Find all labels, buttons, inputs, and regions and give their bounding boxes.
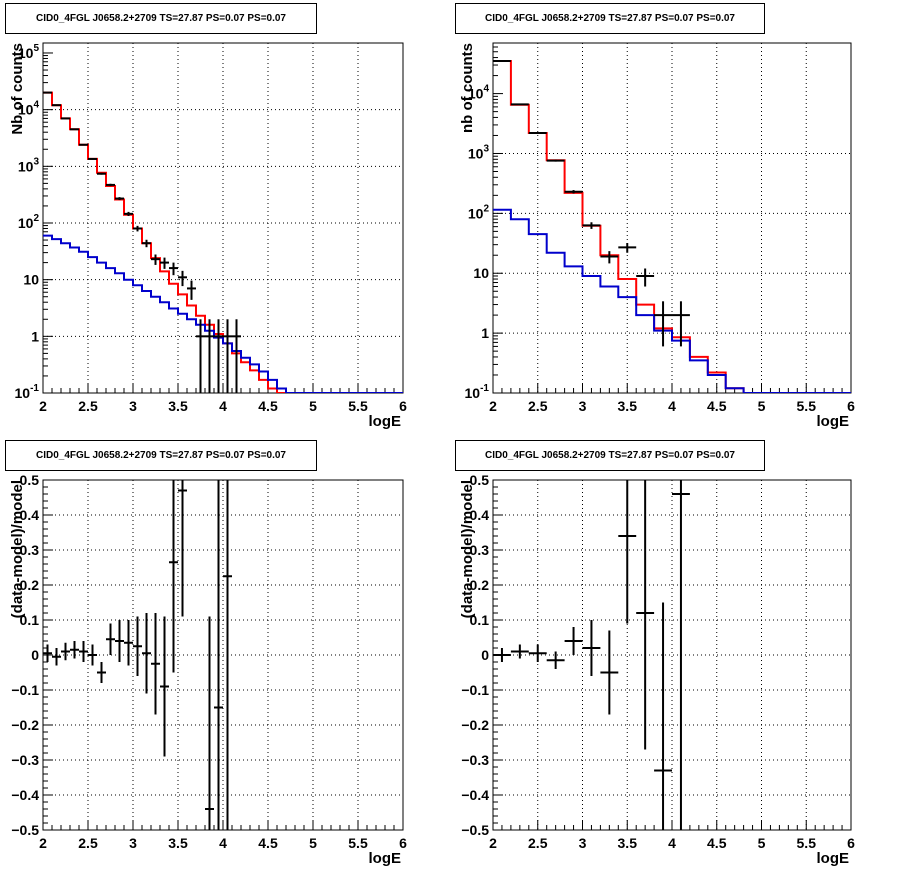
- counts-chart: 2 2.5 3 3.5 4 4.5 5 5.5 6 10-1 1 10 102 103 104 logE nb …: [459, 42, 855, 430]
- y-tick-label: 0.1: [20, 612, 40, 628]
- x-tick-label: 3: [579, 835, 587, 851]
- plot-area: [43, 480, 232, 830]
- pad-title: CID0_4FGL J0658.2+2709 TS=27.87 PS=0.07 …: [5, 440, 317, 471]
- y-tick-label: 102: [468, 203, 490, 221]
- y-tick-label: 10-1: [15, 383, 40, 401]
- x-tick-label: 2: [39, 835, 47, 851]
- y-tick-label: 10: [23, 272, 39, 288]
- y-tick-label: −0.2: [11, 717, 39, 733]
- y-tick-label: 0.2: [20, 577, 40, 593]
- x-tick-label: 6: [399, 835, 407, 851]
- residual-chart: 2 2.5 3 3.5 4 4.5 5 5.5 6 −0.5 −0.4 −0.3 −0.2 −0.1 0 0.…: [9, 472, 407, 867]
- y-tick-label: 0.4: [20, 507, 40, 523]
- residual-chart: 2 2.5 3 3.5 4 4.5 5 5.5 6 −0.5 −0.4 −0.3 −0.2 −0.1 0 0.…: [459, 472, 855, 867]
- pad-top-left: 2 2.5 3 3.5 4 4.5 5 5.5 6 10-1 1 10 102 103 104 105 logE…: [0, 0, 449, 437]
- x-axis-title: logE: [817, 850, 850, 867]
- x-tick-label: 2: [489, 398, 497, 414]
- y-tick-label: −0.5: [461, 822, 489, 838]
- y-tick-label: 105: [18, 43, 40, 61]
- x-tick-label: 5.5: [797, 398, 817, 414]
- x-tick-label: 5.5: [348, 398, 368, 414]
- pad-title: CID0_4FGL J0658.2+2709 TS=27.87 PS=0.07 …: [455, 3, 765, 34]
- y-axis-title: (data-model)/model: [9, 480, 26, 618]
- pad-bottom-right: 2 2.5 3 3.5 4 4.5 5 5.5 6 −0.5 −0.4 −0.3 −0.2 −0.1 0 0.…: [449, 437, 898, 875]
- y-tick-label: −0.5: [11, 822, 39, 838]
- x-tick-label: 2: [39, 398, 47, 414]
- x-tick-label: 3: [579, 398, 587, 414]
- x-tick-label: 6: [399, 398, 407, 414]
- y-tick-label: 0.4: [470, 507, 490, 523]
- y-tick-label: 0.2: [470, 577, 490, 593]
- x-tick-label: 4.5: [707, 835, 727, 851]
- y-tick-label: 10: [473, 265, 489, 281]
- y-axis-title: nb of counts: [459, 43, 476, 133]
- x-tick-label: 5: [309, 398, 317, 414]
- x-tick-label: 4: [219, 398, 227, 414]
- plot-area: [493, 480, 690, 830]
- pad-title: CID0_4FGL J0658.2+2709 TS=27.87 PS=0.07 …: [5, 3, 317, 34]
- plot-area: [493, 60, 851, 393]
- y-tick-label: −0.4: [11, 787, 39, 803]
- y-tick-label: 1: [31, 328, 39, 344]
- x-tick-label: 2.5: [78, 835, 98, 851]
- x-tick-label: 4.5: [258, 398, 278, 414]
- x-tick-label: 6: [847, 835, 855, 851]
- x-tick-label: 3.5: [618, 835, 638, 851]
- y-tick-label: 103: [468, 143, 490, 161]
- x-tick-label: 2.5: [78, 398, 98, 414]
- x-tick-label: 5.5: [797, 835, 817, 851]
- y-tick-label: 0.5: [20, 472, 40, 488]
- y-tick-label: 1: [481, 325, 489, 341]
- y-tick-label: 0.3: [470, 542, 490, 558]
- x-tick-label: 2.5: [528, 398, 548, 414]
- y-tick-label: 103: [18, 156, 40, 174]
- y-tick-label: 10-1: [465, 383, 490, 401]
- x-tick-label: 3: [129, 398, 137, 414]
- x-tick-label: 3.5: [168, 398, 188, 414]
- x-tick-label: 4: [219, 835, 227, 851]
- y-tick-label: −0.3: [11, 752, 39, 768]
- x-tick-label: 4: [668, 835, 676, 851]
- y-tick-label: −0.2: [461, 717, 489, 733]
- y-axis-title: (data-model)/model: [459, 480, 476, 618]
- x-tick-label: 3.5: [618, 398, 638, 414]
- x-tick-label: 5.5: [348, 835, 368, 851]
- pad-title: CID0_4FGL J0658.2+2709 TS=27.87 PS=0.07 …: [455, 440, 765, 471]
- x-tick-label: 5: [758, 398, 766, 414]
- y-tick-label: 104: [468, 84, 490, 102]
- x-tick-label: 5: [758, 835, 766, 851]
- x-axis-title: logE: [369, 850, 402, 867]
- histogram-series: [493, 60, 851, 393]
- x-tick-label: 3.5: [168, 835, 188, 851]
- x-tick-label: 5: [309, 835, 317, 851]
- x-tick-label: 4: [668, 398, 676, 414]
- x-tick-label: 6: [847, 398, 855, 414]
- counts-chart: 2 2.5 3 3.5 4 4.5 5 5.5 6 10-1 1 10 102 103 104 105 logE…: [9, 42, 407, 430]
- x-tick-label: 3: [129, 835, 137, 851]
- histogram-series: [493, 208, 851, 393]
- y-tick-label: −0.4: [461, 787, 489, 803]
- y-tick-label: −0.1: [11, 682, 39, 698]
- pad-top-right: 2 2.5 3 3.5 4 4.5 5 5.5 6 10-1 1 10 102 103 104 logE nb …: [449, 0, 898, 437]
- pad-bottom-left: 2 2.5 3 3.5 4 4.5 5 5.5 6 −0.5 −0.4 −0.3 −0.2 −0.1 0 0.…: [0, 437, 449, 875]
- x-tick-label: 2: [489, 835, 497, 851]
- y-tick-label: 0: [481, 647, 489, 663]
- x-tick-label: 2.5: [528, 835, 548, 851]
- x-tick-label: 4.5: [258, 835, 278, 851]
- y-tick-label: −0.1: [461, 682, 489, 698]
- y-tick-label: 0.1: [470, 612, 490, 628]
- x-axis-title: logE: [369, 413, 402, 430]
- x-tick-label: 4.5: [707, 398, 727, 414]
- y-tick-label: −0.3: [461, 752, 489, 768]
- y-tick-label: 102: [18, 213, 40, 231]
- y-tick-label: 104: [18, 100, 40, 118]
- y-tick-label: 0.5: [470, 472, 490, 488]
- histogram-series: [43, 234, 403, 393]
- plot-area: [43, 91, 403, 393]
- y-tick-label: 0.3: [20, 542, 40, 558]
- y-axis-title: Nb of counts: [9, 43, 26, 135]
- x-axis-title: logE: [817, 413, 850, 430]
- y-tick-label: 0: [31, 647, 39, 663]
